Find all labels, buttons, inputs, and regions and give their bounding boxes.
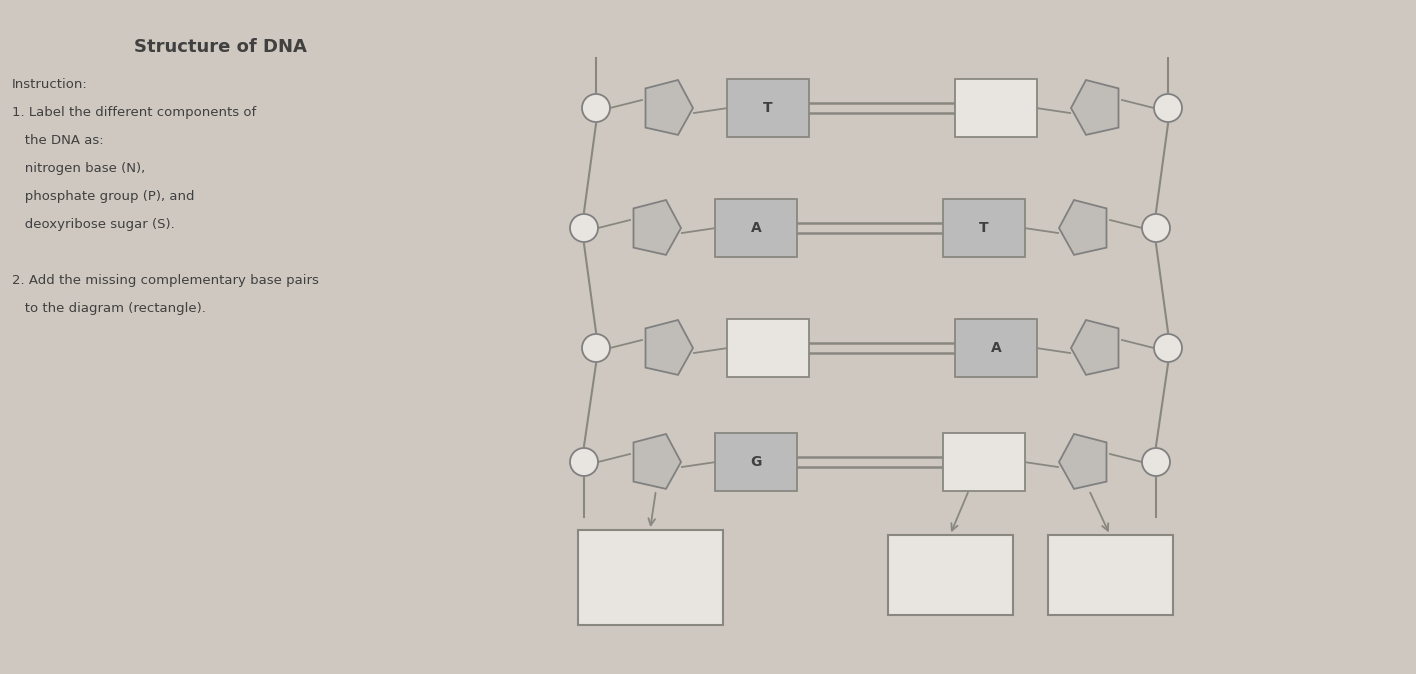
- Polygon shape: [1070, 320, 1119, 375]
- Text: the DNA as:: the DNA as:: [11, 134, 103, 147]
- Polygon shape: [646, 320, 692, 375]
- Text: A: A: [991, 341, 1001, 355]
- Circle shape: [1154, 334, 1182, 362]
- FancyBboxPatch shape: [943, 433, 1025, 491]
- FancyBboxPatch shape: [954, 319, 1037, 377]
- Text: to the diagram (rectangle).: to the diagram (rectangle).: [11, 302, 205, 315]
- Text: nitrogen base (N),: nitrogen base (N),: [11, 162, 146, 175]
- FancyBboxPatch shape: [715, 199, 797, 257]
- Circle shape: [1141, 448, 1170, 476]
- Circle shape: [582, 94, 610, 122]
- Text: deoxyribose sugar (S).: deoxyribose sugar (S).: [11, 218, 174, 231]
- Text: Instruction:: Instruction:: [11, 78, 88, 91]
- Text: phosphate group (P), and: phosphate group (P), and: [11, 190, 194, 203]
- Text: A: A: [750, 221, 762, 235]
- FancyBboxPatch shape: [726, 319, 809, 377]
- Circle shape: [571, 448, 598, 476]
- Text: 1. Label the different components of: 1. Label the different components of: [11, 106, 256, 119]
- Polygon shape: [633, 200, 681, 255]
- FancyBboxPatch shape: [888, 535, 1012, 615]
- FancyBboxPatch shape: [954, 79, 1037, 137]
- FancyBboxPatch shape: [715, 433, 797, 491]
- Polygon shape: [1070, 80, 1119, 135]
- Circle shape: [571, 214, 598, 242]
- FancyBboxPatch shape: [726, 79, 809, 137]
- Circle shape: [1154, 94, 1182, 122]
- Polygon shape: [633, 434, 681, 489]
- Circle shape: [582, 334, 610, 362]
- Circle shape: [1141, 214, 1170, 242]
- FancyBboxPatch shape: [943, 199, 1025, 257]
- Polygon shape: [1059, 200, 1106, 255]
- Polygon shape: [646, 80, 692, 135]
- Text: G: G: [750, 455, 762, 469]
- Text: T: T: [980, 221, 988, 235]
- Text: 2. Add the missing complementary base pairs: 2. Add the missing complementary base pa…: [11, 274, 319, 287]
- Text: Structure of DNA: Structure of DNA: [133, 38, 306, 56]
- FancyBboxPatch shape: [578, 530, 722, 625]
- Text: T: T: [763, 101, 773, 115]
- Polygon shape: [1059, 434, 1106, 489]
- FancyBboxPatch shape: [1048, 535, 1172, 615]
